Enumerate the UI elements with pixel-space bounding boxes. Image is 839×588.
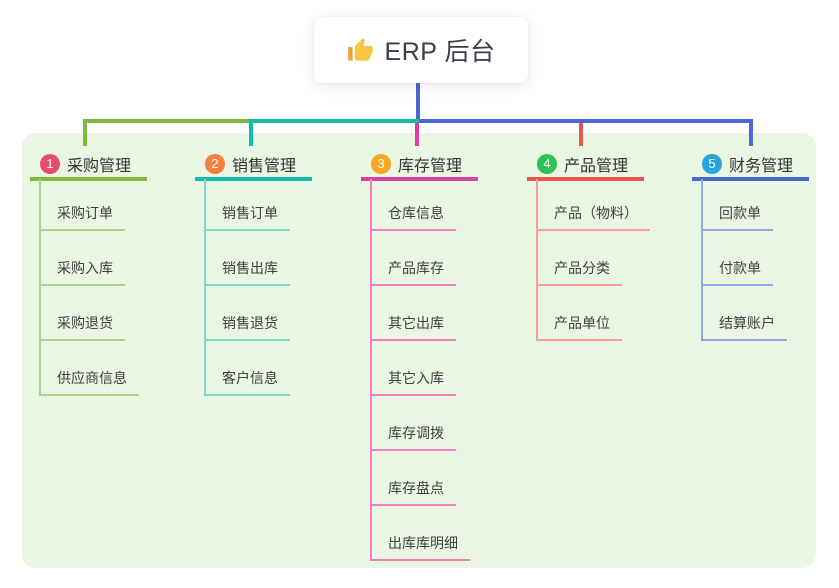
branch-spine-line bbox=[701, 179, 703, 341]
child-topic[interactable]: 其它出库 bbox=[370, 305, 456, 341]
child-topic-label: 采购入库 bbox=[57, 260, 113, 276]
child-topic-label: 出库库明细 bbox=[388, 535, 458, 551]
child-topic-label: 销售退货 bbox=[222, 315, 278, 331]
branch-spine-line bbox=[39, 179, 41, 396]
branch-number-badge: 1 bbox=[40, 153, 60, 174]
child-topic-label: 产品单位 bbox=[554, 315, 610, 331]
child-topic-label: 销售订单 bbox=[222, 205, 278, 221]
branch-topic-label: 产品管理 bbox=[564, 157, 629, 175]
branch-topic-3[interactable]: 3 库存管理 bbox=[361, 150, 478, 181]
branch-spine-line bbox=[204, 179, 206, 396]
branch-topic-label: 采购管理 bbox=[67, 157, 132, 175]
child-topic[interactable]: 库存盘点 bbox=[370, 470, 456, 506]
child-topic-label: 客户信息 bbox=[222, 370, 278, 386]
child-topic-label: 回款单 bbox=[719, 205, 761, 221]
root-connector-line bbox=[416, 83, 420, 119]
branch-drop-line bbox=[415, 123, 419, 146]
child-topic-label: 仓库信息 bbox=[388, 205, 444, 221]
branch-number-badge: 4 bbox=[537, 153, 557, 174]
branch-topic-label: 库存管理 bbox=[398, 157, 463, 175]
child-topic-label: 结算账户 bbox=[719, 315, 775, 331]
child-topic[interactable]: 客户信息 bbox=[204, 360, 290, 396]
branch-drop-line bbox=[579, 123, 583, 146]
child-topic-label: 供应商信息 bbox=[57, 370, 127, 386]
child-topic-label: 采购订单 bbox=[57, 205, 113, 221]
branch-drop-line bbox=[249, 119, 253, 146]
branches-panel bbox=[22, 133, 816, 568]
branch-number-badge: 3 bbox=[371, 153, 391, 174]
branch-drop-line bbox=[749, 119, 753, 146]
branch-topic-1[interactable]: 1 采购管理 bbox=[30, 150, 147, 181]
child-topic[interactable]: 销售订单 bbox=[204, 195, 290, 231]
branch-topic-label: 销售管理 bbox=[232, 157, 297, 175]
child-topic-label: 产品分类 bbox=[554, 260, 610, 276]
child-topic-label: 其它入库 bbox=[388, 370, 444, 386]
child-topic[interactable]: 库存调拨 bbox=[370, 415, 456, 451]
branch-topic-5[interactable]: 5 财务管理 bbox=[692, 150, 809, 181]
child-topic-label: 采购退货 bbox=[57, 315, 113, 331]
rail-segment-purchase bbox=[83, 119, 253, 123]
branch-drop-line bbox=[83, 119, 87, 146]
child-topic[interactable]: 采购退货 bbox=[39, 305, 125, 341]
child-topic-label: 库存调拨 bbox=[388, 425, 444, 441]
branch-topic-2[interactable]: 2 销售管理 bbox=[195, 150, 312, 181]
child-topic-label: 产品库存 bbox=[388, 260, 444, 276]
child-topic[interactable]: 供应商信息 bbox=[39, 360, 139, 396]
child-topic[interactable]: 采购入库 bbox=[39, 250, 125, 286]
child-topic[interactable]: 回款单 bbox=[701, 195, 773, 231]
child-topic-label: 销售出库 bbox=[222, 260, 278, 276]
child-topic[interactable]: 其它入库 bbox=[370, 360, 456, 396]
child-topic-label: 产品（物料） bbox=[554, 205, 638, 221]
rail-segment-right bbox=[419, 119, 753, 123]
thumbs-up-icon bbox=[347, 37, 374, 64]
branch-number-badge: 2 bbox=[205, 153, 225, 174]
child-topic-label: 付款单 bbox=[719, 260, 761, 276]
child-topic[interactable]: 产品库存 bbox=[370, 250, 456, 286]
child-topic[interactable]: 出库库明细 bbox=[370, 525, 470, 561]
child-topic[interactable]: 付款单 bbox=[701, 250, 773, 286]
child-topic-label: 其它出库 bbox=[388, 315, 444, 331]
rail-segment-sales bbox=[253, 119, 419, 123]
child-topic[interactable]: 采购订单 bbox=[39, 195, 125, 231]
child-topic[interactable]: 销售出库 bbox=[204, 250, 290, 286]
child-topic[interactable]: 销售退货 bbox=[204, 305, 290, 341]
branch-spine-line bbox=[536, 179, 538, 341]
child-topic-label: 库存盘点 bbox=[388, 480, 444, 496]
branch-topic-4[interactable]: 4 产品管理 bbox=[527, 150, 644, 181]
branch-topic-label: 财务管理 bbox=[729, 157, 794, 175]
child-topic[interactable]: 产品分类 bbox=[536, 250, 622, 286]
child-topic[interactable]: 产品单位 bbox=[536, 305, 622, 341]
child-topic[interactable]: 仓库信息 bbox=[370, 195, 456, 231]
branch-spine-line bbox=[370, 179, 372, 561]
child-topic[interactable]: 产品（物料） bbox=[536, 195, 650, 231]
branch-number-badge: 5 bbox=[702, 153, 722, 174]
root-topic-erp-backend[interactable]: ERP 后台 bbox=[314, 17, 528, 83]
root-topic-label: ERP 后台 bbox=[384, 38, 496, 66]
child-topic[interactable]: 结算账户 bbox=[701, 305, 787, 341]
